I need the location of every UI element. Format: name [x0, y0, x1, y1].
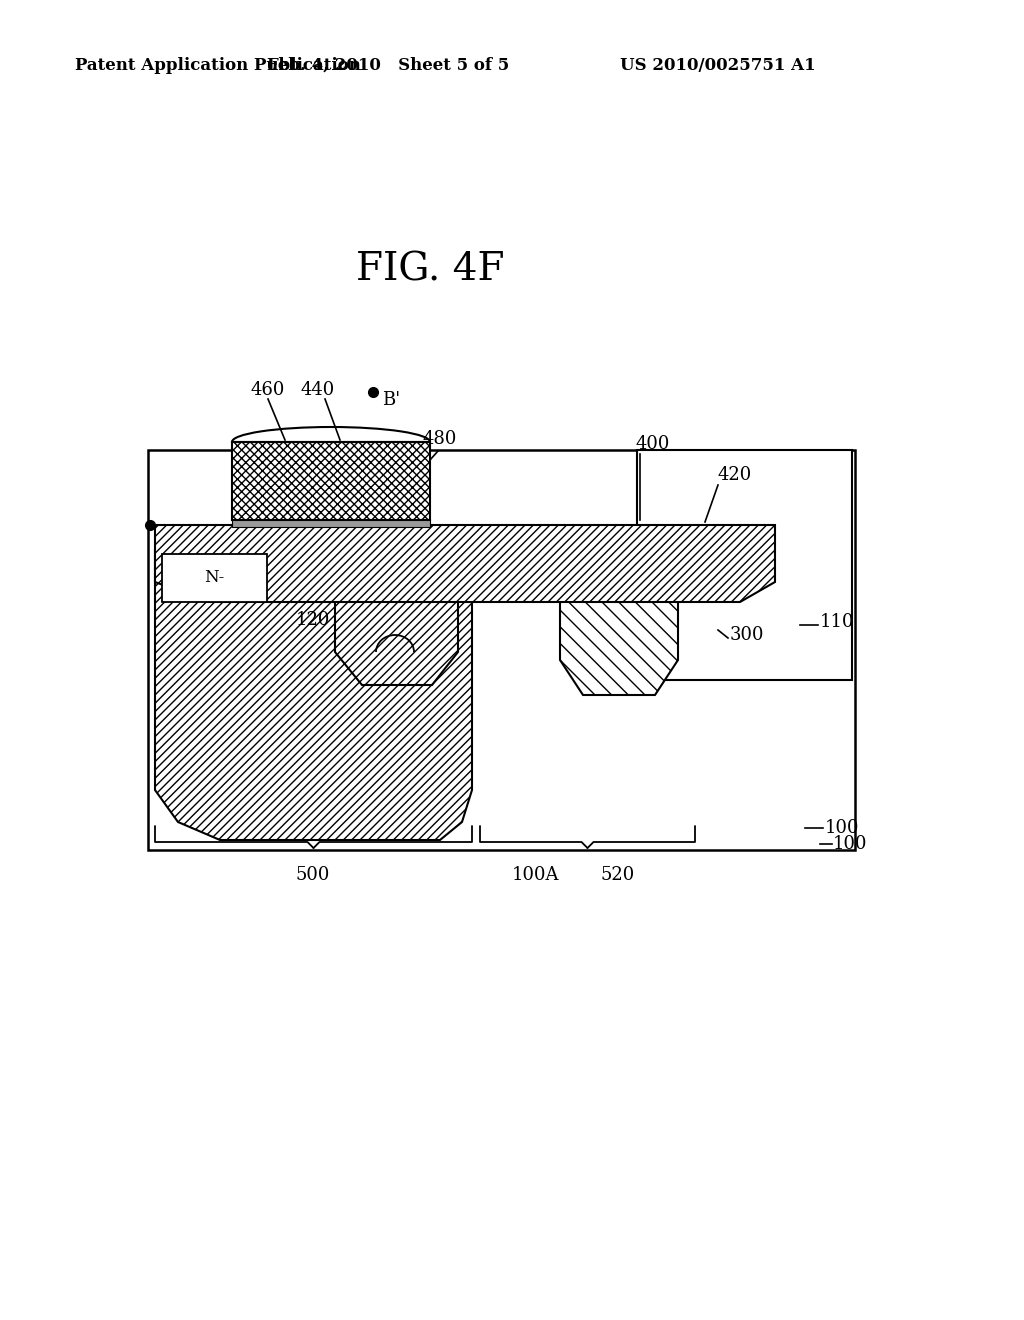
Text: A': A'	[537, 525, 555, 543]
Text: 100A: 100A	[512, 866, 560, 884]
Text: US 2010/0025751 A1: US 2010/0025751 A1	[621, 57, 816, 74]
Polygon shape	[335, 550, 458, 685]
Bar	[162, 554, 267, 602]
Text: Feb. 4, 2010   Sheet 5 of 5: Feb. 4, 2010 Sheet 5 of 5	[267, 57, 509, 74]
Text: 100: 100	[825, 818, 859, 837]
Bar	[232, 519, 430, 527]
Text: 120: 120	[296, 611, 330, 630]
Text: N-: N-	[204, 569, 224, 586]
Bar	[148, 450, 855, 850]
Text: 110: 110	[820, 612, 854, 631]
Bar	[637, 450, 852, 680]
Text: 480: 480	[423, 430, 457, 447]
Text: 440: 440	[301, 381, 335, 399]
Polygon shape	[560, 550, 678, 696]
Text: FIG. 4F: FIG. 4F	[355, 252, 504, 289]
Text: 500: 500	[296, 866, 330, 884]
Polygon shape	[155, 550, 472, 840]
Polygon shape	[155, 525, 775, 602]
Text: 420: 420	[718, 466, 753, 484]
Text: 300: 300	[730, 626, 765, 644]
Text: B': B'	[382, 391, 400, 409]
Polygon shape	[232, 442, 430, 520]
Text: 400: 400	[636, 436, 671, 453]
Text: 460: 460	[251, 381, 286, 399]
Text: 100: 100	[833, 836, 867, 853]
Text: Patent Application Publication: Patent Application Publication	[75, 57, 360, 74]
Text: 520: 520	[601, 866, 635, 884]
